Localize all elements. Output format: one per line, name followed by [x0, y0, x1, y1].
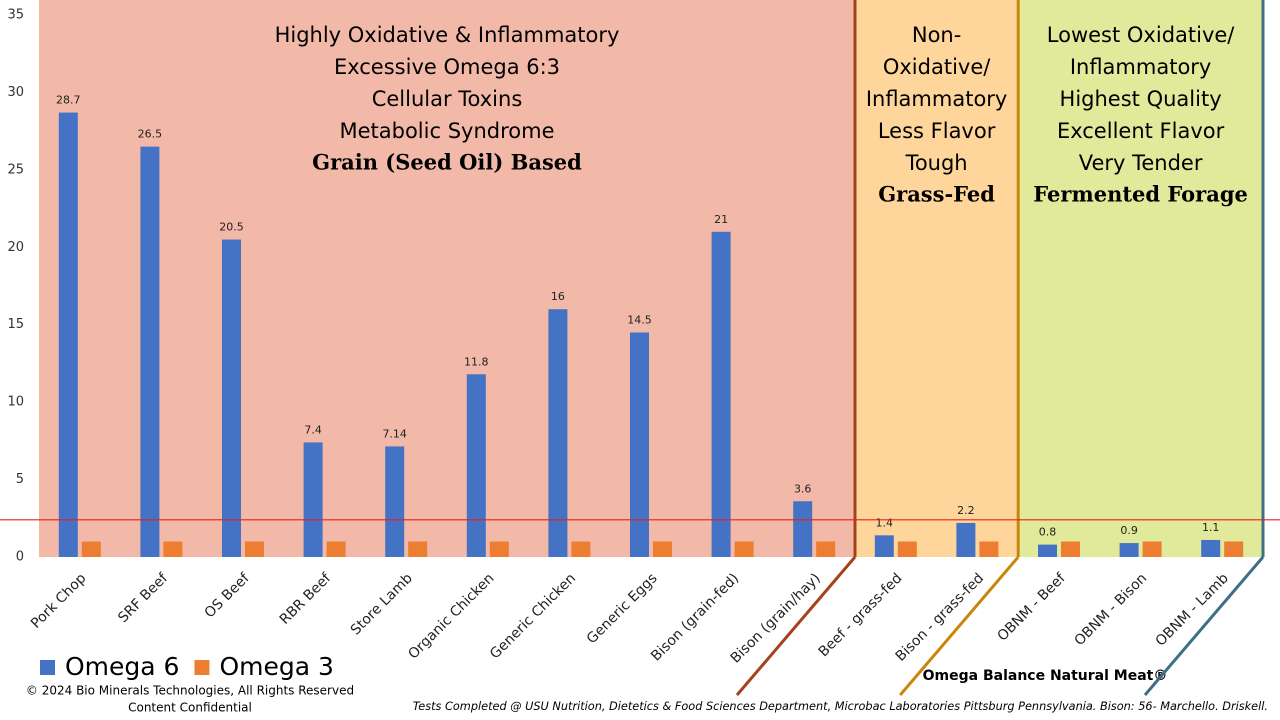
- x-tick-label: Pork Chop: [28, 570, 90, 632]
- region-border-diagonal: [899, 556, 1020, 696]
- x-tick-label: Organic Chicken: [405, 570, 497, 662]
- bar: [489, 541, 509, 557]
- region-text: Inflammatory: [1070, 55, 1212, 79]
- bar: [630, 332, 649, 557]
- data-label: 11.8: [464, 355, 489, 368]
- bar: [81, 541, 101, 557]
- bar: [653, 541, 672, 557]
- region-border-diagonal: [1143, 556, 1265, 696]
- data-label: 20.5: [219, 221, 244, 234]
- bar: [58, 112, 78, 557]
- x-tick-label: RBR Beef: [277, 570, 335, 628]
- bar: [548, 309, 568, 557]
- bar: [222, 239, 241, 558]
- bar: [1142, 541, 1162, 557]
- bar: [1038, 544, 1057, 557]
- region-background: [855, 0, 1019, 557]
- region-text: Inflammatory: [866, 87, 1008, 111]
- data-label: 14.5: [627, 313, 652, 326]
- y-tick-label: 25: [7, 162, 24, 177]
- bar: [466, 374, 486, 557]
- bar: [897, 541, 917, 557]
- bar: [1224, 541, 1244, 557]
- copyright: © 2024 Bio Minerals Technologies, All Ri…: [26, 684, 354, 698]
- bar: [1201, 539, 1221, 557]
- data-label: 7.14: [382, 427, 407, 440]
- region-background: [39, 0, 855, 557]
- y-tick-label: 30: [7, 85, 24, 100]
- legend-label: Omega 3: [219, 652, 333, 681]
- bar: [571, 541, 591, 557]
- x-tick-label: OBNM - Bison: [1072, 570, 1151, 649]
- bar: [816, 541, 836, 557]
- region-heading: Grain (Seed Oil) Based: [312, 150, 582, 175]
- y-tick-label: 35: [7, 8, 24, 23]
- x-tick-label: Bison (grain/hay): [728, 570, 824, 666]
- x-tick-label: Beef - grass-fed: [816, 570, 906, 660]
- region-text: Cellular Toxins: [372, 87, 523, 111]
- bar: [1119, 543, 1139, 557]
- y-tick-label: 5: [16, 472, 24, 487]
- region-background: [1018, 0, 1263, 557]
- region-heading: Grass-Fed: [878, 182, 995, 207]
- legend-label: Omega 6: [65, 652, 179, 681]
- test-note: Tests Completed @ USU Nutrition, Dieteti…: [413, 700, 1268, 713]
- brand: Omega Balance Natural Meat®: [923, 668, 1168, 684]
- region-text: Tough: [905, 151, 968, 175]
- bar: [979, 541, 999, 557]
- region-text: Very Tender: [1079, 151, 1203, 175]
- x-tick-label: Generic Eggs: [584, 570, 661, 647]
- region-text: Lowest Oxidative/: [1047, 23, 1236, 47]
- x-tick-label: Bison (grain-fed): [648, 570, 742, 664]
- region-text: Less Flavor: [878, 119, 996, 143]
- bar: [734, 541, 754, 557]
- bar: [385, 446, 405, 557]
- bar: [140, 146, 160, 557]
- confidential: Content Confidential: [128, 701, 252, 715]
- region-heading: Fermented Forage: [1033, 182, 1248, 207]
- data-label: 2.2: [957, 504, 975, 517]
- bar: [326, 541, 346, 557]
- bar: [408, 541, 428, 557]
- data-label: 21: [714, 213, 728, 226]
- y-tick-label: 0: [16, 550, 24, 565]
- data-label: 26.5: [138, 128, 163, 141]
- data-label: 3.6: [794, 482, 812, 495]
- region-border-diagonal: [735, 556, 857, 696]
- region-text: Highly Oxidative & Inflammatory: [275, 23, 620, 47]
- legend-swatch: [194, 660, 210, 675]
- data-label: 28.7: [56, 94, 81, 107]
- data-label: 1.4: [876, 516, 894, 529]
- region-text: Metabolic Syndrome: [339, 119, 554, 143]
- region-text: Excessive Omega 6:3: [334, 55, 560, 79]
- legend-swatch: [40, 660, 55, 675]
- region-text: Highest Quality: [1060, 87, 1222, 111]
- bar: [956, 522, 976, 557]
- data-label: 0.8: [1039, 526, 1057, 539]
- x-tick-label: SRF Beef: [115, 570, 172, 627]
- region-text: Excellent Flavor: [1057, 119, 1225, 143]
- data-label: 0.9: [1120, 524, 1138, 537]
- bar: [303, 442, 323, 557]
- x-tick-label: OBNM - Beef: [994, 570, 1069, 645]
- bar: [793, 501, 813, 557]
- bar: [1061, 541, 1080, 557]
- region-text: Non-: [912, 23, 961, 47]
- bar: [245, 541, 264, 557]
- x-tick-label: Store Lamb: [348, 570, 416, 638]
- bar: [711, 231, 731, 558]
- bar: [163, 541, 183, 557]
- region-text: Oxidative/: [883, 55, 991, 79]
- y-tick-label: 10: [7, 395, 24, 410]
- data-label: 1.1: [1202, 521, 1220, 534]
- data-label: 7.4: [304, 423, 322, 436]
- x-tick-label: OS Beef: [202, 570, 254, 622]
- bar: [874, 535, 894, 557]
- y-tick-label: 15: [7, 317, 24, 332]
- y-tick-label: 20: [7, 240, 24, 255]
- data-label: 16: [551, 290, 565, 303]
- x-tick-label: Generic Chicken: [487, 570, 579, 662]
